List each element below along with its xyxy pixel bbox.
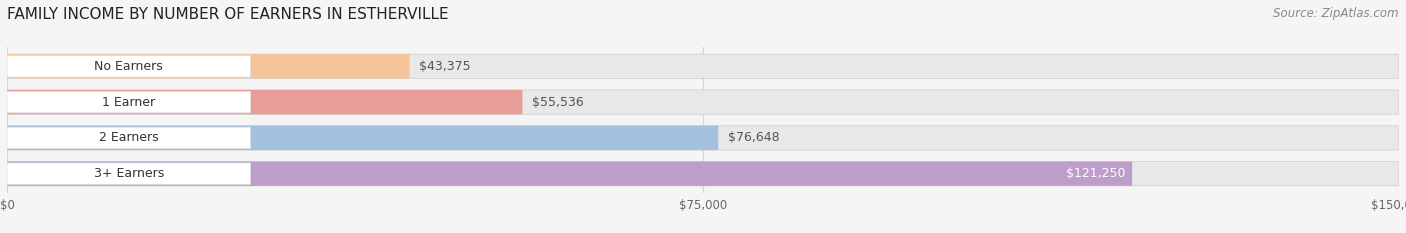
Text: $43,375: $43,375 (419, 60, 471, 73)
Text: $121,250: $121,250 (1066, 167, 1125, 180)
FancyBboxPatch shape (7, 126, 718, 150)
Text: 3+ Earners: 3+ Earners (94, 167, 165, 180)
FancyBboxPatch shape (7, 55, 250, 77)
Text: $76,648: $76,648 (728, 131, 780, 144)
FancyBboxPatch shape (7, 127, 250, 149)
Text: 1 Earner: 1 Earner (103, 96, 156, 109)
Text: No Earners: No Earners (94, 60, 163, 73)
FancyBboxPatch shape (7, 161, 1399, 186)
FancyBboxPatch shape (7, 163, 250, 185)
FancyBboxPatch shape (7, 161, 1132, 186)
Text: FAMILY INCOME BY NUMBER OF EARNERS IN ESTHERVILLE: FAMILY INCOME BY NUMBER OF EARNERS IN ES… (7, 7, 449, 22)
FancyBboxPatch shape (7, 91, 250, 113)
FancyBboxPatch shape (7, 90, 1399, 114)
FancyBboxPatch shape (7, 54, 1399, 79)
FancyBboxPatch shape (7, 54, 409, 79)
FancyBboxPatch shape (7, 126, 1399, 150)
Text: $55,536: $55,536 (531, 96, 583, 109)
Text: 2 Earners: 2 Earners (98, 131, 159, 144)
Text: Source: ZipAtlas.com: Source: ZipAtlas.com (1274, 7, 1399, 20)
FancyBboxPatch shape (7, 90, 523, 114)
